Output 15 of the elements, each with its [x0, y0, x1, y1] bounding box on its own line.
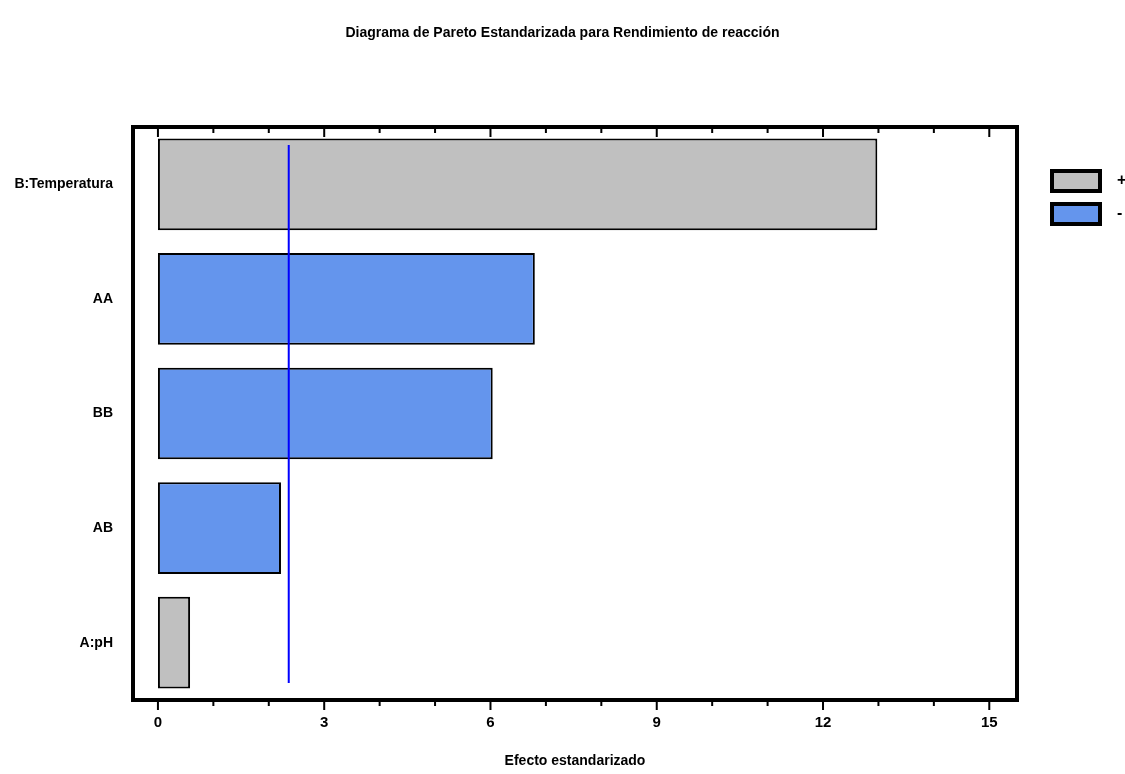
x-tick-label: 15 — [980, 713, 998, 731]
legend-label: + — [1117, 171, 1125, 189]
x-tick-label: 9 — [652, 713, 661, 731]
x-tick-label: 12 — [814, 713, 832, 731]
y-tick-label: B:Temperatura — [14, 175, 114, 192]
y-tick-label: AA — [92, 289, 113, 306]
y-tick-label: BB — [92, 404, 113, 421]
x-tick-label: 6 — [486, 713, 495, 731]
x-tick-label: 3 — [320, 713, 329, 731]
chart-title: Diagrama de Pareto Estandarizada para Rendimiento de reacción — [345, 23, 780, 40]
x-axis-title: Efecto estandarizado — [504, 752, 646, 769]
legend-label: - — [1117, 204, 1123, 222]
y-tick-label: AB — [92, 518, 113, 535]
x-tick-label: 0 — [153, 713, 163, 731]
y-tick-label: A:pH — [79, 633, 113, 650]
